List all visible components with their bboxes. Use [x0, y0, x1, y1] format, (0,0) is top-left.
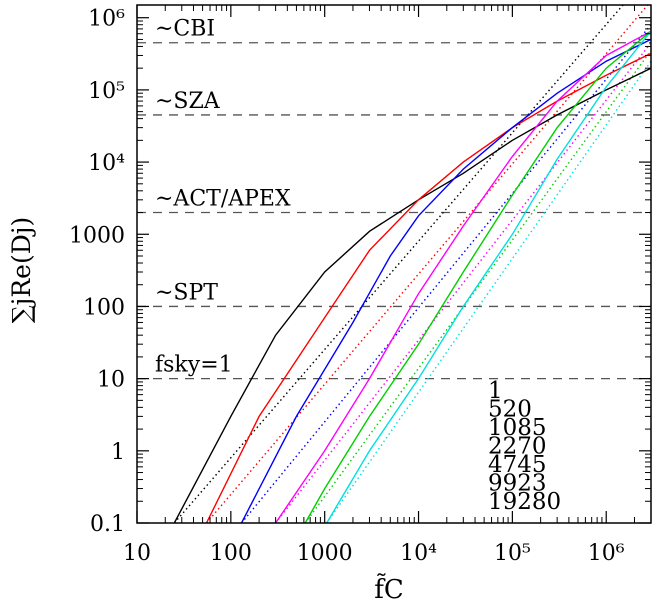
- legend-entry: 1085: [488, 415, 547, 441]
- dotted-lines: [173, 4, 652, 524]
- series-line: [326, 30, 652, 524]
- reference-label: fsky=1: [155, 353, 233, 378]
- dotted-asymptote-line: [205, 4, 649, 524]
- reference-label: ~ACT/APEX: [155, 187, 291, 212]
- y-tick-label: 10⁵: [88, 79, 125, 104]
- x-tick-label: 10⁴: [400, 541, 437, 566]
- y-tick-label: 1: [111, 440, 125, 465]
- legend-entry: 19280: [488, 489, 561, 515]
- dotted-asymptote-line: [304, 50, 652, 524]
- y-tick-label: 0.1: [90, 512, 125, 537]
- reference-lines: [137, 42, 651, 380]
- series-line: [304, 30, 652, 524]
- series-line: [240, 38, 652, 524]
- y-axis-label: ∑jRe(Dj): [7, 217, 36, 324]
- dotted-asymptote-line: [240, 24, 652, 524]
- legend-entry: 520: [488, 397, 532, 423]
- series-line: [205, 52, 652, 524]
- y-tick-label: 10⁴: [88, 151, 125, 176]
- y-tick-label: 100: [83, 295, 125, 320]
- x-tick-label: 10: [123, 541, 151, 566]
- y-tick-label: 1000: [69, 223, 125, 248]
- dotted-asymptote-line: [173, 4, 624, 524]
- y-tick-label: 10: [97, 368, 125, 393]
- y-tick-label: 10⁶: [88, 7, 125, 32]
- legend-entry: 9923: [488, 471, 547, 497]
- text-labels: ~CBI ~SZA ~ACT/APEX ~SPT fsky=1 1520108522704…: [155, 17, 561, 515]
- series-line: [275, 30, 652, 524]
- x-tick-label: 10⁶: [588, 541, 625, 566]
- plot-frame: [136, 4, 652, 524]
- x-tick-label: 100: [210, 541, 252, 566]
- series-lines: [173, 30, 652, 524]
- reference-label: ~CBI: [155, 17, 215, 42]
- legend-entry: 1: [488, 378, 503, 404]
- x-tick-label: 1000: [297, 541, 353, 566]
- x-tick-label: 10⁵: [494, 541, 531, 566]
- series-line: [173, 67, 652, 524]
- x-axis-label: f̃C: [374, 573, 404, 605]
- reference-label: ~SPT: [155, 280, 218, 305]
- legend-entry: 4745: [488, 452, 547, 478]
- legend-entry: 2270: [488, 434, 547, 460]
- axis-ticks: 10 100 1000 10⁴ 10⁵ 10⁶ 0.1 1 10 100 1000 10⁴ 10⁵ 10⁶: [69, 5, 652, 566]
- reference-label: ~SZA: [155, 89, 221, 114]
